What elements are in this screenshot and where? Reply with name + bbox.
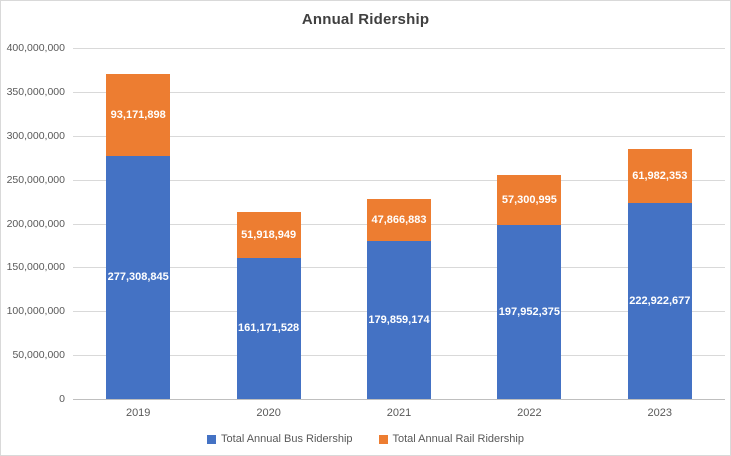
x-axis-label: 2022	[517, 407, 542, 419]
y-axis-tick-label: 100,000,000	[6, 305, 65, 318]
gridline	[73, 135, 725, 137]
bar-label-bus: 277,308,845	[107, 271, 169, 284]
y-axis-tick-label: 250,000,000	[6, 173, 65, 186]
gridline	[73, 48, 725, 49]
bar-label-bus: 179,859,174	[368, 314, 430, 327]
legend-label: Total Annual Bus Ridership	[221, 433, 353, 445]
bar-segment-rail	[106, 73, 171, 156]
legend-marker-rail-icon	[378, 434, 388, 444]
legend-item-rail: Total Annual Rail Ridership	[378, 433, 524, 445]
chart-legend: Total Annual Bus Ridership Total Annual R…	[1, 433, 730, 445]
gridline	[73, 179, 725, 181]
legend-label: Total Annual Rail Ridership	[392, 433, 524, 445]
y-axis-tick-label: 350,000,000	[6, 85, 65, 98]
x-axis-line	[73, 399, 725, 400]
bar-segment-rail	[497, 175, 562, 226]
y-axis-tick-label: 50,000,000	[12, 349, 65, 362]
bar-segment-bus	[106, 155, 171, 399]
legend-item-bus: Total Annual Bus Ridership	[207, 433, 353, 445]
gridline	[73, 91, 725, 93]
bar-label-bus: 161,171,528	[238, 322, 300, 335]
x-axis-label: 2019	[125, 407, 151, 419]
bar-label-bus: 197,952,375	[498, 306, 560, 319]
bar-label-rail: 93,171,898	[110, 108, 166, 121]
x-axis-label: 2023	[647, 407, 673, 419]
y-axis-tick-label: 400,000,000	[6, 42, 65, 54]
bar-segment-rail	[627, 148, 692, 204]
y-axis-tick-label: 0	[59, 393, 65, 405]
bar-label-rail: 57,300,995	[501, 194, 557, 207]
bar-segment-rail	[236, 212, 301, 258]
bar-label-bus: 222,922,677	[629, 295, 691, 308]
x-axis-label: 2021	[386, 407, 412, 419]
bar-label-rail: 47,866,883	[371, 214, 427, 227]
legend-marker-bus-icon	[207, 434, 217, 444]
y-axis-tick-label: 200,000,000	[6, 217, 65, 230]
bar-segment-bus	[627, 203, 692, 399]
bar-segment-bus	[497, 225, 562, 399]
y-axis-tick-label: 300,000,000	[6, 129, 65, 142]
bar-label-rail: 61,982,353	[632, 170, 688, 183]
bar-segment-rail	[367, 199, 431, 242]
bar-segment-bus	[236, 257, 301, 399]
bar-segment-bus	[367, 241, 431, 399]
y-axis-tick-label: 150,000,000	[6, 261, 65, 274]
x-axis-label: 2020	[256, 407, 281, 419]
bar-label-rail: 51,918,949	[241, 228, 297, 241]
chart-title: Annual Ridership	[301, 11, 430, 28]
